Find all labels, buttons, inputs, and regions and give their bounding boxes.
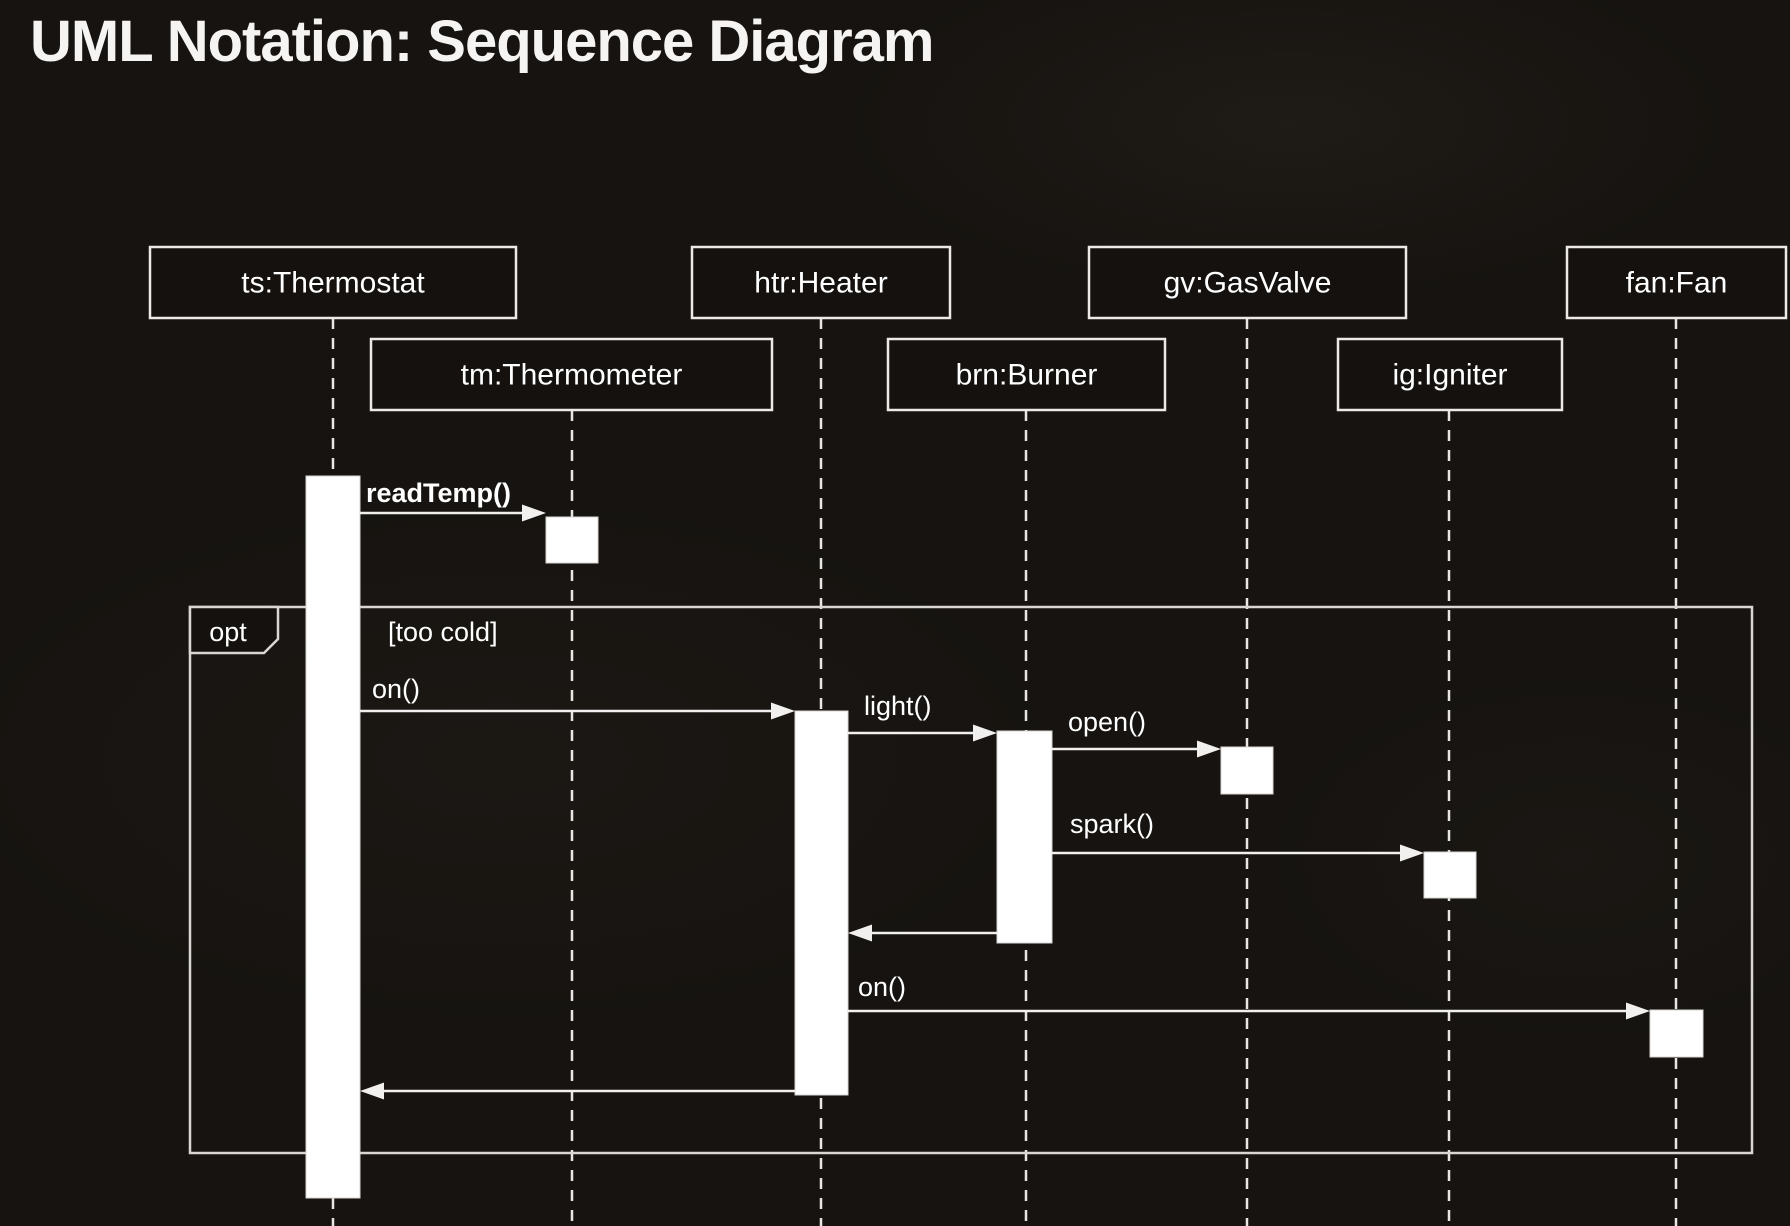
activation-htr	[794, 710, 849, 1096]
object-box-brn: brn:Burner	[886, 337, 1167, 412]
opt-guard-label: [too cold]	[388, 617, 498, 647]
object-box-rect-brn	[886, 337, 1167, 412]
message-readtemp-label: readTemp()	[366, 478, 511, 508]
message-spark: spark()	[1052, 809, 1424, 862]
message-light: light()	[848, 691, 997, 742]
message-on-fan: on()	[848, 972, 1650, 1020]
return-to-thermostat	[360, 1082, 795, 1100]
object-label-brn: brn:Burner	[956, 359, 1098, 392]
message-readtemp: readTemp()	[360, 478, 546, 522]
object-label-ig: ig:Igniter	[1392, 359, 1507, 392]
message-on-fan-arrowhead	[1626, 1002, 1650, 1020]
activation-brn	[996, 730, 1053, 944]
activation-gv	[1220, 746, 1274, 795]
object-label-gv: gv:GasValve	[1164, 267, 1332, 300]
object-box-rect-gv	[1087, 245, 1408, 320]
opt-fragment-label: opt	[209, 617, 247, 647]
message-on-fan-label: on()	[858, 972, 906, 1002]
object-box-gv: gv:GasValve	[1087, 245, 1408, 320]
return-to-heater	[848, 924, 997, 942]
object-box-ig: ig:Igniter	[1336, 337, 1564, 412]
object-box-rect-tm	[369, 337, 774, 412]
opt-fragment-frame	[188, 605, 1754, 1155]
object-box-rect-htr	[690, 245, 952, 320]
object-label-ts: ts:Thermostat	[241, 267, 425, 300]
message-open-label: open()	[1068, 707, 1146, 737]
object-box-fan: fan:Fan	[1565, 245, 1788, 320]
message-on-heater-arrowhead	[771, 702, 795, 720]
object-box-ts: ts:Thermostat	[148, 245, 518, 320]
object-label-fan: fan:Fan	[1626, 267, 1728, 300]
activation-ig	[1423, 851, 1477, 899]
message-spark-arrowhead	[1400, 844, 1424, 862]
message-on-heater: on()	[360, 674, 795, 720]
activation-fan	[1649, 1009, 1704, 1058]
object-box-tm: tm:Thermometer	[369, 337, 774, 412]
object-box-rect-ig	[1336, 337, 1564, 412]
return-to-heater-arrowhead	[848, 924, 872, 942]
message-on-heater-label: on()	[372, 674, 420, 704]
message-open: open()	[1052, 707, 1221, 758]
message-open-arrowhead	[1197, 740, 1221, 758]
opt-fragment-tab	[188, 605, 280, 655]
message-readtemp-arrowhead	[522, 504, 546, 522]
return-to-thermostat-arrowhead	[360, 1082, 384, 1100]
object-label-tm: tm:Thermometer	[461, 359, 683, 392]
object-label-htr: htr:Heater	[754, 267, 887, 300]
object-box-rect-fan	[1565, 245, 1788, 320]
object-box-rect-ts	[148, 245, 518, 320]
page-title: UML Notation: Sequence Diagram	[30, 9, 934, 74]
activation-ts	[305, 475, 361, 1199]
message-spark-label: spark()	[1070, 809, 1154, 839]
object-box-htr: htr:Heater	[690, 245, 952, 320]
activation-tm	[545, 516, 599, 564]
message-light-arrowhead	[973, 724, 997, 742]
message-light-label: light()	[864, 691, 932, 721]
